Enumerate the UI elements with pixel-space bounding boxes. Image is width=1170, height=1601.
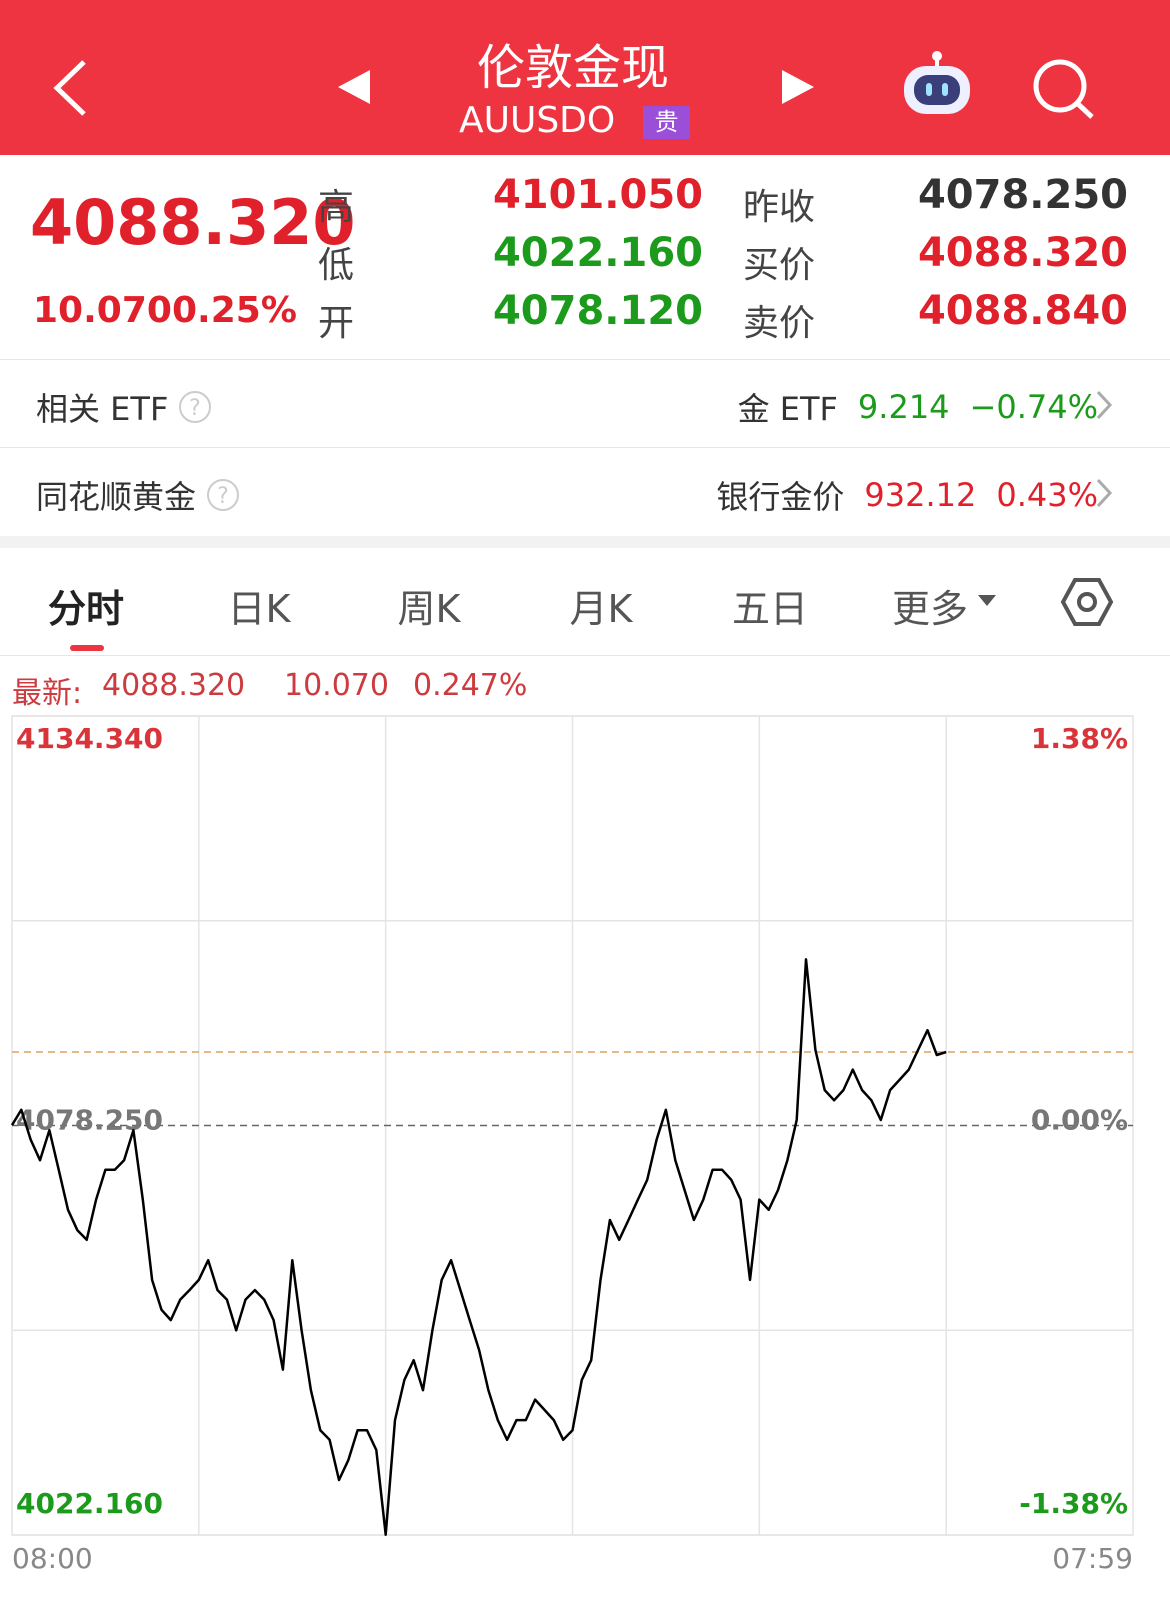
- stat-value: 4088.840: [917, 288, 1128, 334]
- next-button[interactable]: [782, 70, 814, 104]
- stat-value: 4078.250: [917, 172, 1128, 218]
- price-line: [10, 958, 947, 1536]
- stat-value: 4022.160: [492, 230, 703, 276]
- latest-label: 最新:: [12, 676, 83, 711]
- latest-change: 10.070: [284, 668, 389, 703]
- quote-change: 0.43%: [996, 476, 1098, 514]
- quote-name: 银行金价: [716, 478, 845, 516]
- dropdown-arrow: [978, 595, 996, 606]
- settings-button[interactable]: [1060, 575, 1114, 629]
- row-label: 相关 ETF: [36, 390, 169, 428]
- row-quote: 金 ETF 9.214 −0.74%: [738, 384, 1098, 430]
- symbol-code: AUUSDO: [459, 100, 616, 141]
- stat-label: 开: [318, 303, 355, 344]
- tab[interactable]: 月K: [569, 587, 633, 631]
- y-tick-label: 4022.160: [16, 1487, 163, 1520]
- quote-name: 金 ETF: [737, 390, 838, 428]
- search-button[interactable]: [1033, 59, 1094, 119]
- help-icon[interactable]: ?: [178, 390, 212, 424]
- price-change: 10.070: [33, 290, 172, 331]
- y-tick-label: 4134.340: [16, 722, 163, 755]
- quote-value: 932.12: [864, 476, 977, 514]
- tab[interactable]: 周K: [397, 587, 461, 631]
- y2-tick-label: 0.00%: [1031, 1104, 1128, 1137]
- latest-price: 4088.320: [102, 668, 246, 703]
- x-tick-label: 08:00: [12, 1542, 93, 1575]
- svg-text:?: ?: [190, 396, 202, 421]
- quote-change: −0.74%: [969, 388, 1098, 426]
- x-tick-label: 07:59: [1052, 1542, 1133, 1575]
- tab[interactable]: 分时: [47, 587, 125, 631]
- quote-value: 9.214: [857, 388, 950, 426]
- stat-label: 高: [318, 187, 355, 228]
- y-tick-label: 4078.250: [16, 1104, 163, 1137]
- chevron: [1096, 390, 1113, 420]
- stat-label: 买价: [743, 245, 816, 286]
- price-change-pct: 0.25%: [172, 290, 297, 331]
- stat-label: 昨收: [743, 187, 816, 228]
- category-badge: 贵: [643, 106, 690, 139]
- divider: [0, 359, 1170, 360]
- row-label-wrap: 同花顺黄金 ?: [36, 472, 240, 518]
- latest-change-pct: 0.247%: [413, 668, 528, 703]
- etf-row[interactable]: 相关 ETF ? 金 ETF 9.214 −0.74%: [0, 360, 1170, 447]
- stat-value: 4101.050: [492, 172, 703, 218]
- assistant-icon[interactable]: [904, 51, 970, 114]
- chevron: [1096, 478, 1113, 508]
- section-gap: [0, 536, 1170, 548]
- svg-text:?: ?: [217, 484, 229, 509]
- gold-row[interactable]: 同花顺黄金 ? 银行金价 932.12 0.43%: [0, 448, 1170, 536]
- stat-value: 4088.320: [917, 230, 1128, 276]
- stat-value: 4078.120: [492, 288, 703, 334]
- tab[interactable]: 五日: [731, 587, 809, 631]
- header-icons: [53, 51, 1094, 119]
- header-bar: 伦敦金现 AUUSDO 贵: [0, 0, 1170, 155]
- row-label-wrap: 相关 ETF ?: [36, 384, 212, 430]
- y2-tick-label: 1.38%: [1031, 722, 1128, 755]
- tab[interactable]: 更多: [891, 587, 969, 631]
- row-quote: 银行金价 932.12 0.43%: [716, 472, 1098, 518]
- row-label: 同花顺黄金: [36, 478, 197, 516]
- stat-label: 卖价: [743, 303, 816, 344]
- help-icon[interactable]: ?: [206, 478, 240, 512]
- tab[interactable]: 日K: [227, 587, 291, 631]
- prev-button[interactable]: [338, 70, 370, 104]
- divider: [0, 447, 1170, 448]
- back-button[interactable]: [53, 60, 86, 116]
- y2-tick-label: -1.38%: [1019, 1487, 1128, 1520]
- tab-indicator: [70, 645, 104, 651]
- page-title: 伦敦金现: [476, 40, 669, 96]
- divider: [0, 655, 1170, 656]
- last-price: 4088.320: [30, 186, 356, 259]
- stat-label: 低: [318, 245, 355, 286]
